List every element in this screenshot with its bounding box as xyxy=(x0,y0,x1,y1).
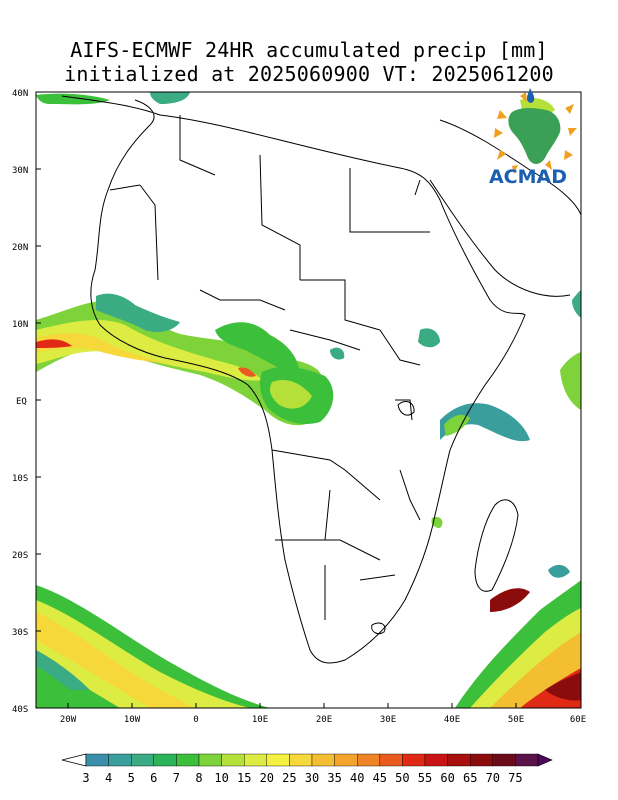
colorbar-label: 45 xyxy=(373,771,387,785)
colorbar-swatch xyxy=(289,753,313,767)
chart-title-line-2: initialized at 2025060900 VT: 2025061200 xyxy=(64,62,554,86)
colorbar-label: 30 xyxy=(305,771,319,785)
colorbar-swatch xyxy=(108,753,132,767)
lat-label: 20N xyxy=(12,243,28,253)
lat-label: 30S xyxy=(12,628,28,638)
lat-label: 40S xyxy=(12,705,28,715)
colorbar-label: 15 xyxy=(237,771,251,785)
colorbar-label: 3 xyxy=(82,771,89,785)
colorbar-label: 20 xyxy=(260,771,274,785)
colorbar-label: 50 xyxy=(395,771,409,785)
colorbar-label: 10 xyxy=(214,771,228,785)
colorbar-label: 6 xyxy=(150,771,157,785)
latitude-labels: 40N 30N 20N 10N EQ 10S 20S 30S 40S xyxy=(12,89,28,715)
lon-label: 50E xyxy=(508,715,524,725)
colorbar-swatch xyxy=(85,753,109,767)
lon-label: 60E xyxy=(570,715,586,725)
logo-drop-icon xyxy=(527,88,535,103)
colorbar-swatch xyxy=(266,753,290,767)
colorbar-label: 70 xyxy=(486,771,500,785)
colorbar-swatch xyxy=(334,753,358,767)
colorbar-high-arrow xyxy=(537,753,553,767)
colorbar-swatch xyxy=(221,753,245,767)
colorbar-low-arrow xyxy=(61,753,87,767)
colorbar-swatch xyxy=(130,753,154,767)
colorbar-swatch xyxy=(176,753,200,767)
colorbar-label: 8 xyxy=(195,771,202,785)
colorbar-label: 40 xyxy=(350,771,364,785)
colorbar-label: 55 xyxy=(418,771,432,785)
coastlines-and-borders xyxy=(61,95,581,664)
colorbar-swatch xyxy=(492,753,516,767)
colorbar-swatch xyxy=(357,753,381,767)
colorbar-swatch xyxy=(153,753,177,767)
lat-label: 10N xyxy=(12,320,28,330)
acmad-logo: ACMAD xyxy=(489,88,577,188)
colorbar-swatch xyxy=(379,753,403,767)
colorbar-swatch xyxy=(198,753,222,767)
colorbar-swatch xyxy=(402,753,426,767)
colorbar-label: 25 xyxy=(282,771,296,785)
colorbar-label: 75 xyxy=(508,771,522,785)
colorbar-label: 7 xyxy=(173,771,180,785)
colorbar-label: 60 xyxy=(440,771,454,785)
lat-label: 40N xyxy=(12,89,28,99)
lon-label: 20W xyxy=(60,715,77,725)
lon-label: 30E xyxy=(380,715,396,725)
colorbar-label: 5 xyxy=(128,771,135,785)
longitude-labels: 20W 10W 0 10E 20E 30E 40E 50E 60E xyxy=(60,715,586,725)
colorbar-swatch xyxy=(311,753,335,767)
colorbar-swatch xyxy=(515,753,539,767)
colorbar-swatch xyxy=(243,753,267,767)
colorbar-label: 4 xyxy=(105,771,112,785)
lon-label: 20E xyxy=(316,715,332,725)
colorbar-label: 35 xyxy=(327,771,341,785)
logo-sun-rays-icon xyxy=(494,92,577,174)
colorbar-label: 65 xyxy=(463,771,477,785)
logo-text: ACMAD xyxy=(489,166,567,188)
axis-ticks xyxy=(36,168,517,708)
lon-label: 0 xyxy=(193,715,198,725)
lat-label: 10S xyxy=(12,474,28,484)
lon-label: 40E xyxy=(444,715,460,725)
lat-label: 30N xyxy=(12,166,28,176)
lat-label: EQ xyxy=(16,397,27,407)
chart-title-line-1: AIFS-ECMWF 24HR accumulated precip [mm] xyxy=(70,38,548,62)
colorbar: 3 4 5 6 7 8 10 15 20 25 30 35 40 45 50 55 60 65 70 75 xyxy=(61,753,553,785)
colorbar-swatch xyxy=(447,753,471,767)
colorbar-swatch xyxy=(470,753,494,767)
lat-label: 20S xyxy=(12,551,28,561)
lon-label: 10E xyxy=(252,715,268,725)
colorbar-swatch xyxy=(424,753,448,767)
logo-africa-shape-icon xyxy=(508,108,561,164)
lon-label: 10W xyxy=(124,715,141,725)
